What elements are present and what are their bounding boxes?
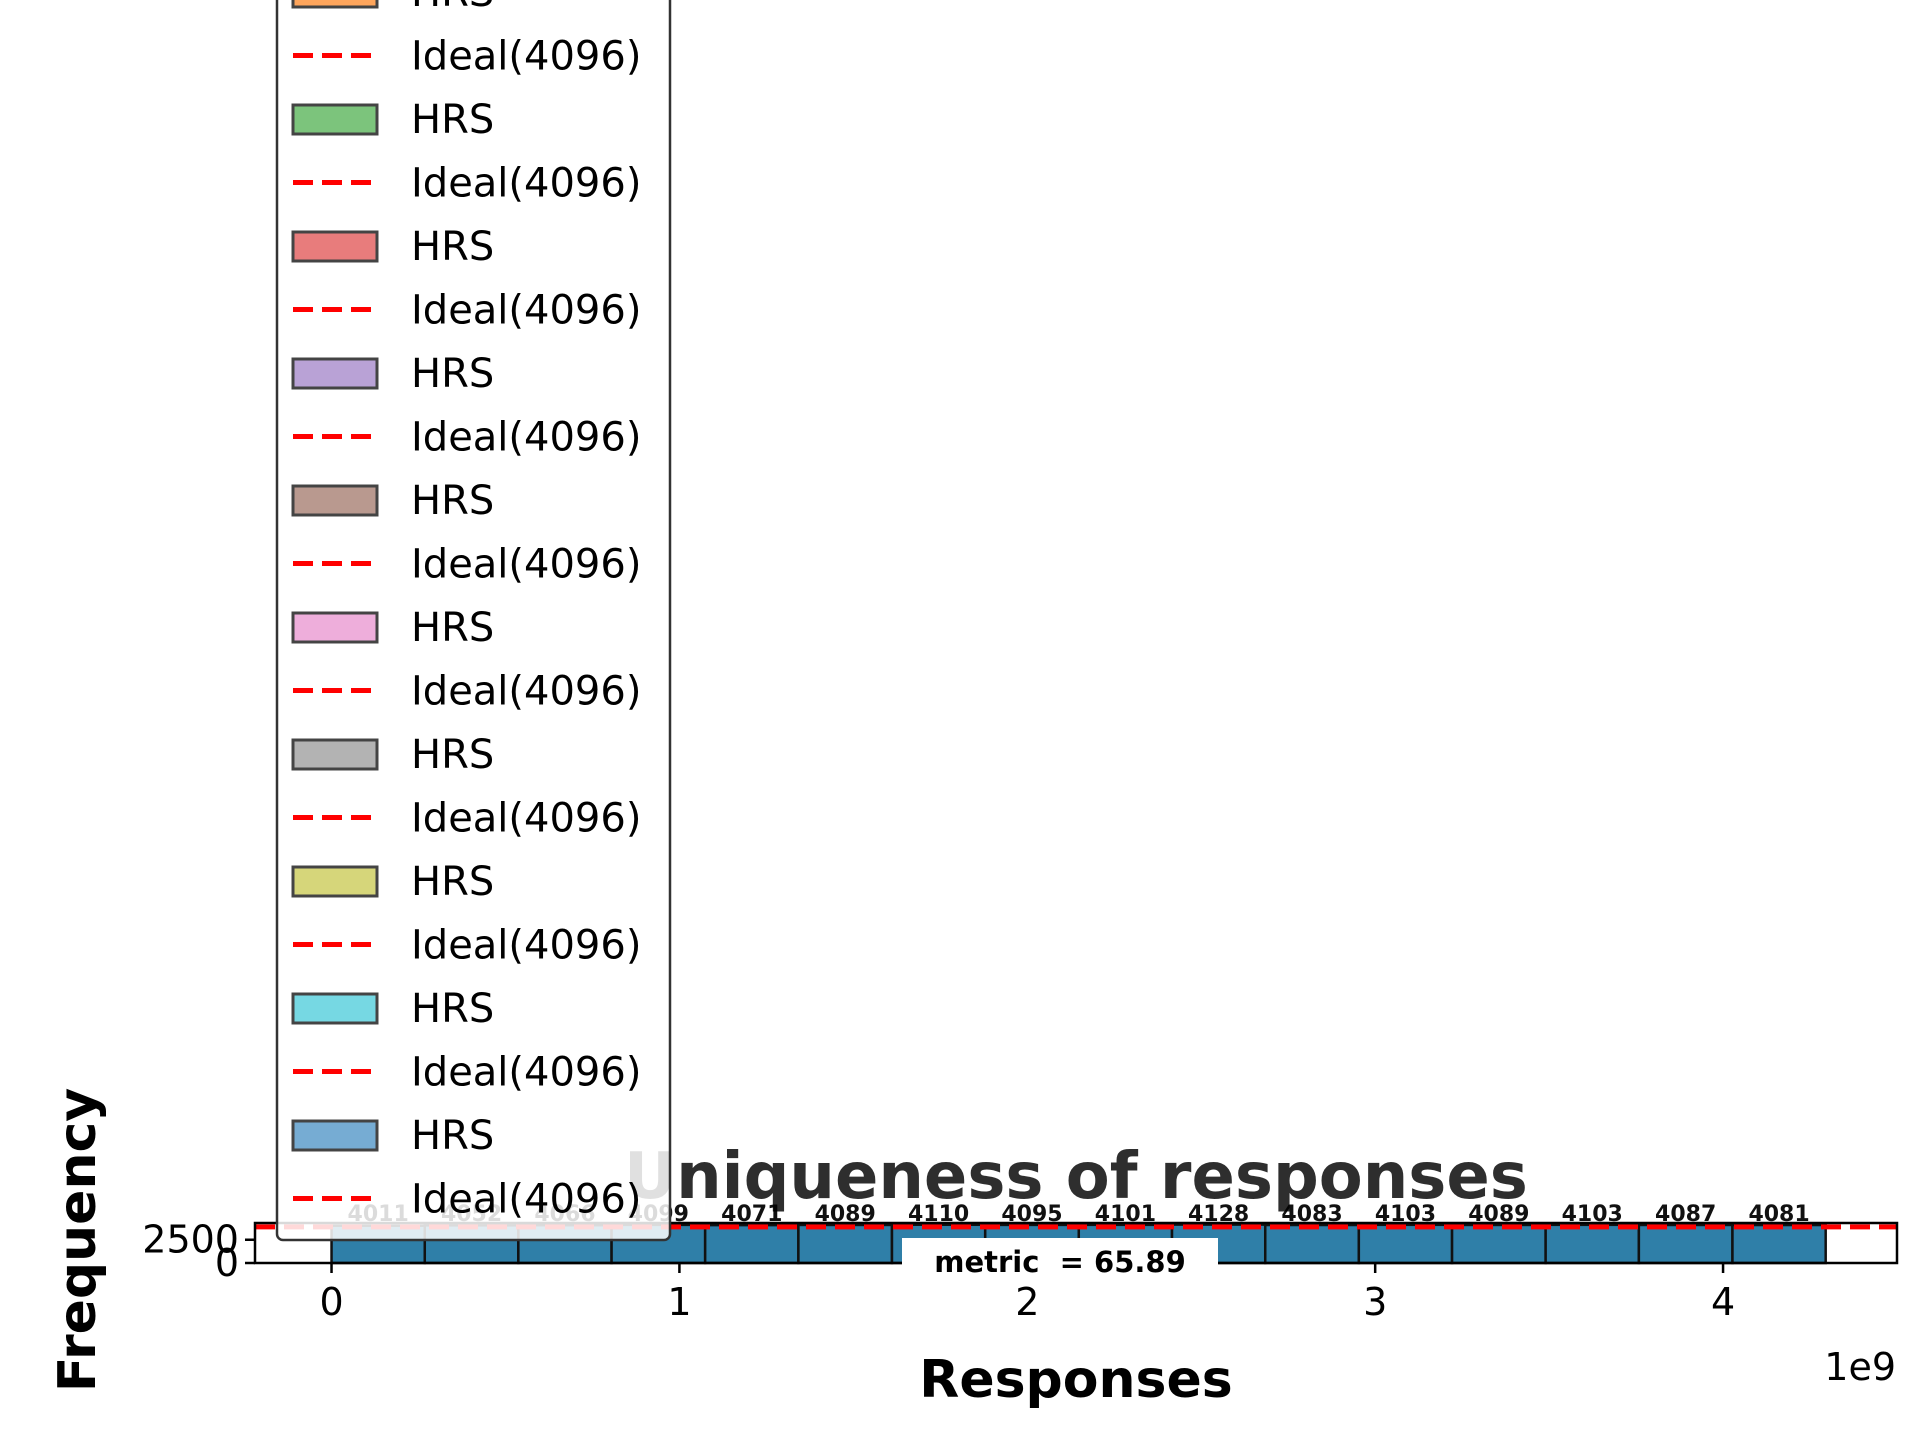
legend-label: HRS — [411, 351, 494, 397]
legend-label: Ideal(4096) — [411, 288, 641, 334]
histogram-bar — [1263, 1223, 1361, 1265]
x-tick-label: 3 — [1363, 1280, 1387, 1324]
histogram-bar — [797, 1223, 894, 1265]
legend-patch — [291, 103, 379, 136]
legend-label: Ideal(4096) — [411, 669, 641, 715]
legend-label: Ideal(4096) — [411, 542, 641, 588]
legend-patch — [291, 230, 379, 263]
legend-label: Ideal(4096) — [411, 415, 641, 461]
legend-label: HRS — [411, 478, 494, 524]
histogram-bar — [1544, 1223, 1641, 1265]
legend-label: HRS — [411, 97, 494, 143]
legend-label: HRS — [411, 0, 494, 16]
x-axis-ticks: 0 1 2 3 4 — [319, 1263, 1735, 1324]
x-axis-label: Responses — [919, 1350, 1232, 1410]
metric-annotation-box — [902, 1238, 1218, 1284]
legend-patch — [291, 484, 379, 517]
histogram-bar — [1731, 1223, 1827, 1265]
x-offset-label: 1e9 — [1824, 1345, 1896, 1389]
legend-patch — [291, 738, 379, 771]
chart-title: Uniqueness of responses — [624, 1140, 1528, 1214]
y-tick-label: 0 — [215, 1241, 239, 1285]
legend-label: HRS — [411, 732, 494, 778]
x-tick-label: 1 — [667, 1280, 691, 1324]
legend-label: HRS — [411, 859, 494, 905]
y-tick-label: 2500 — [142, 1218, 239, 1262]
histogram-bar — [1450, 1223, 1547, 1265]
legend-patch — [291, 865, 379, 898]
histogram-bar — [703, 1223, 800, 1265]
legend-label: Ideal(4096) — [411, 1177, 641, 1223]
legend-frame — [275, 0, 672, 1242]
metric-annotation-text: metric = 65.89 — [934, 1245, 1186, 1279]
y-axis-label: Frequency — [48, 1088, 108, 1392]
histogram-bar — [1637, 1223, 1734, 1265]
histogram-bar — [1357, 1223, 1454, 1265]
legend-label: Ideal(4096) — [411, 923, 641, 969]
metric-annotation: metric = 65.89 — [902, 1238, 1218, 1284]
legend-label: Ideal(4096) — [411, 1050, 641, 1096]
legend-entries: HRS Ideal(4096) HRS Ideal(4096) HRS Ideal(409… — [291, 0, 641, 1223]
legend-patch — [291, 1119, 379, 1152]
legend-label: HRS — [411, 986, 494, 1032]
legend-patch — [291, 357, 379, 390]
x-tick-label: 0 — [319, 1280, 343, 1324]
legend-label: Ideal(4096) — [411, 161, 641, 207]
legend-label: Ideal(4096) — [411, 34, 641, 80]
legend-patch — [291, 992, 379, 1025]
x-tick-label: 2 — [1015, 1280, 1039, 1324]
x-tick-label: 4 — [1711, 1280, 1735, 1324]
legend-label: HRS — [411, 605, 494, 651]
legend: HRS Ideal(4096) HRS Ideal(4096) HRS Ideal(409… — [275, 0, 672, 1242]
legend-label: Ideal(4096) — [411, 796, 641, 842]
legend-patch — [291, 0, 379, 9]
legend-patch — [291, 611, 379, 644]
legend-label: HRS — [411, 224, 494, 270]
legend-label: HRS — [411, 1113, 494, 1159]
